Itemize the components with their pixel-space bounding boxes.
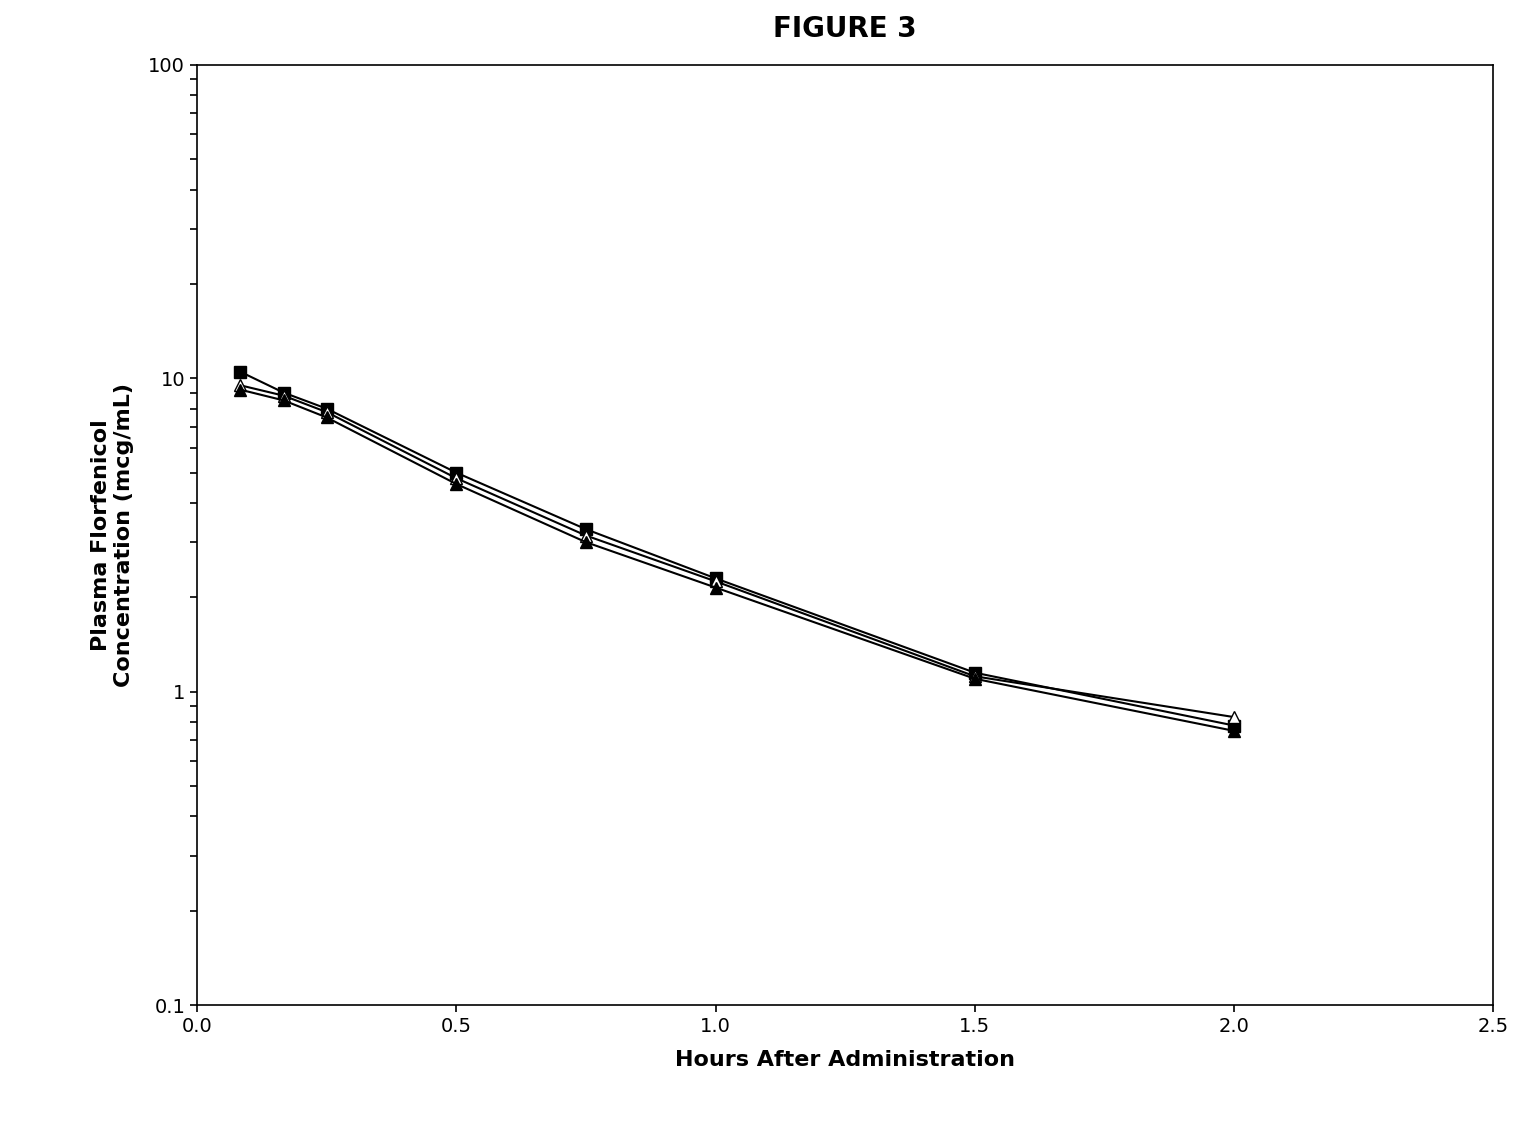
X-axis label: Hours After Administration: Hours After Administration [675, 1049, 1015, 1070]
Y-axis label: Plasma Florfenicol
Concentration (mcg/mL): Plasma Florfenicol Concentration (mcg/mL… [91, 383, 134, 687]
Title: FIGURE 3: FIGURE 3 [773, 15, 917, 43]
